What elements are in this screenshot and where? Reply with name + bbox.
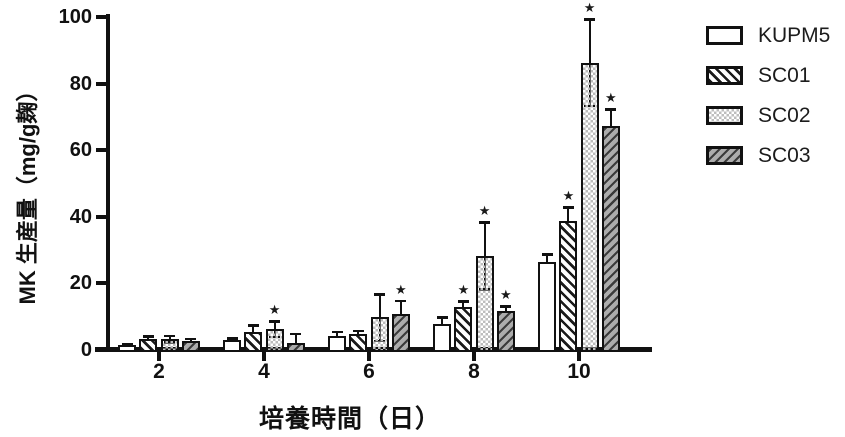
error-bar-cap-top xyxy=(562,206,574,209)
bar-KUPM5-day8 xyxy=(433,324,452,350)
x-axis-tick xyxy=(262,352,266,361)
x-axis-tick-label: 10 xyxy=(567,360,591,383)
y-axis-tick xyxy=(96,348,107,352)
error-bar-line xyxy=(252,325,255,340)
y-axis-tick xyxy=(96,214,107,219)
error-bar-cap-top xyxy=(290,332,302,336)
bar-SC03-day6 xyxy=(391,314,410,350)
x-axis-tick-label: 6 xyxy=(363,360,375,383)
x-axis-tick-label: 4 xyxy=(258,360,270,383)
bar-SC02-day10 xyxy=(580,62,599,350)
bar-SC02-day8 xyxy=(475,255,494,350)
error-bar-cap-top xyxy=(226,337,238,340)
bar-SC02-day6 xyxy=(370,317,389,350)
legend-item-SC03: SC03 xyxy=(706,144,830,167)
bar-KUPM5-day10 xyxy=(538,262,557,350)
significance-star: ★ xyxy=(268,302,281,318)
significance-star: ★ xyxy=(604,90,617,106)
y-axis-tick-label: 20 xyxy=(69,272,92,295)
y-axis-tick xyxy=(96,148,107,153)
x-axis-tick xyxy=(367,352,371,361)
error-bar-cap-top xyxy=(605,108,617,111)
error-bar-cap-top xyxy=(457,300,469,303)
error-bar-cap-top xyxy=(185,337,197,341)
x-axis-tick xyxy=(472,352,476,361)
bar-SC03-day4 xyxy=(286,343,305,350)
x-axis-tick-label: 2 xyxy=(153,360,165,383)
bar-SC03-day10 xyxy=(601,125,620,350)
bar-KUPM5-day6 xyxy=(328,336,347,350)
bar-SC01-day10 xyxy=(559,220,578,350)
bar-SC01-day6 xyxy=(349,334,368,350)
error-bar-line xyxy=(462,301,465,314)
error-bar-cap-top xyxy=(479,221,491,224)
error-bar-cap-top xyxy=(374,293,386,296)
legend-swatch-plain-white xyxy=(706,26,743,45)
x-axis-title: 培養時間（日） xyxy=(258,405,441,433)
significance-star: ★ xyxy=(499,287,512,303)
error-bar-line xyxy=(378,294,381,341)
error-bar-cap-top xyxy=(500,305,512,308)
bar-SC01-day4 xyxy=(244,332,263,350)
error-bar-cap-top xyxy=(121,342,133,346)
significance-star: ★ xyxy=(562,188,575,204)
error-bar-line xyxy=(399,300,402,328)
error-bar-cap-top xyxy=(436,316,448,319)
error-bar-line xyxy=(336,331,339,341)
error-bar-cap-top xyxy=(164,334,176,338)
bar-SC03-day8 xyxy=(496,310,515,350)
error-bar-line xyxy=(231,338,234,342)
bar-SC01-day8 xyxy=(454,307,473,350)
error-bar-cap-top xyxy=(541,253,553,256)
error-bar-cap-top xyxy=(142,335,154,338)
legend-item-KUPM5: KUPM5 xyxy=(706,24,831,47)
bar-SC01-day2 xyxy=(139,339,158,350)
legend-swatch-diagonal-hatch-backslash xyxy=(706,66,743,85)
legend-label: SC03 xyxy=(758,144,811,167)
y-axis-tick-label: 0 xyxy=(80,339,92,361)
significance-star: ★ xyxy=(457,282,470,298)
y-axis-tick-label: 80 xyxy=(69,72,92,95)
legend-swatch-checkerboard xyxy=(706,106,743,125)
x-axis-tick xyxy=(577,352,581,361)
x-axis-tick xyxy=(157,352,161,361)
bar-SC03-day2 xyxy=(181,340,200,350)
error-bar-line xyxy=(294,333,297,348)
error-bar-cap-top xyxy=(584,18,596,21)
significance-star: ★ xyxy=(583,0,596,16)
error-bar-line xyxy=(189,338,192,343)
y-axis-tick-label: 100 xyxy=(58,6,92,28)
error-bar-cap-top xyxy=(352,329,364,333)
error-bar-cap-top xyxy=(395,299,407,303)
bar-SC02-day4 xyxy=(265,329,284,350)
error-bar-cap-top xyxy=(269,320,281,323)
legend-label: SC01 xyxy=(758,64,811,87)
y-axis-tick-label: 40 xyxy=(69,205,92,228)
legend-label: KUPM5 xyxy=(758,24,831,47)
legend-item-SC02: SC02 xyxy=(706,104,830,127)
legend-label: SC02 xyxy=(758,104,811,127)
error-bar-cap-top xyxy=(331,330,343,334)
y-axis-tick-label: 60 xyxy=(69,139,92,162)
y-axis-tick xyxy=(96,281,107,286)
legend-swatch-diagonal-hatch-forward-gray xyxy=(706,146,743,165)
bar-SC02-day2 xyxy=(160,339,179,350)
y-axis-title: MK 生産量（mg/g麹） xyxy=(15,79,40,305)
legend: KUPM5 SC01 SC02 SC03 xyxy=(706,24,831,186)
y-axis-tick xyxy=(96,15,107,19)
y-axis-line xyxy=(106,14,110,352)
error-bar-cap-top xyxy=(247,324,259,327)
significance-star: ★ xyxy=(394,281,407,297)
x-axis-tick-label: 8 xyxy=(468,360,480,383)
bar-KUPM5-day4 xyxy=(223,339,242,350)
bar-KUPM5-day2 xyxy=(118,345,137,350)
legend-item-SC01: SC01 xyxy=(706,64,830,87)
y-axis-tick xyxy=(96,81,107,86)
significance-star: ★ xyxy=(478,203,491,219)
